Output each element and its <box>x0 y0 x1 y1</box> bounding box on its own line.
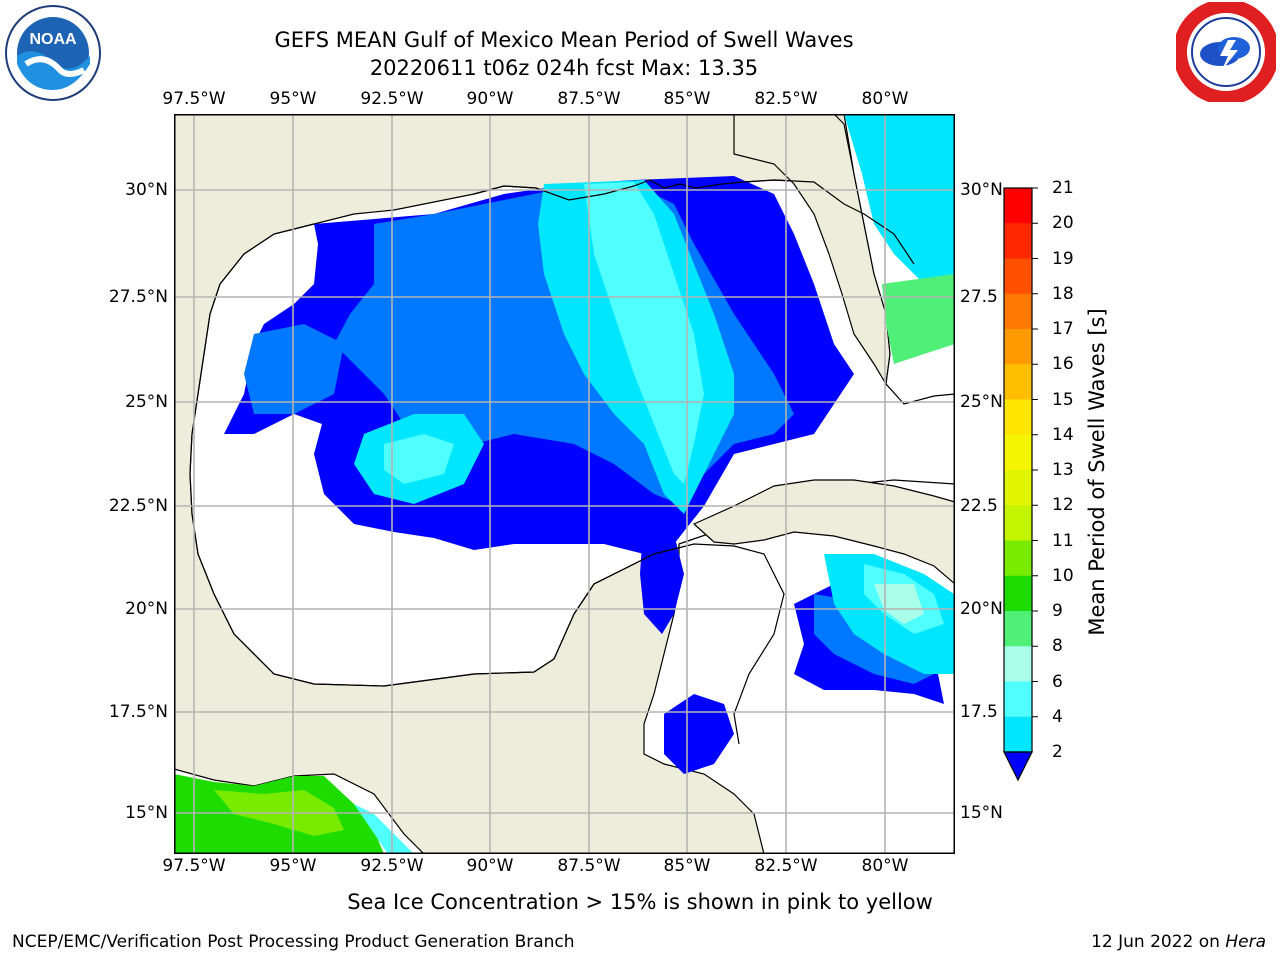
map-frame <box>174 114 955 854</box>
swell-field-8s-gulf-west <box>384 434 454 484</box>
sea-ice-note: Sea Ice Concentration > 15% is shown in … <box>0 890 1280 914</box>
colorbar-tick-label: 12 <box>1052 495 1074 516</box>
colorbar-frame <box>1003 187 1033 753</box>
lat-tick-label: 17.5 <box>960 702 998 722</box>
colorbar-tick-label: 16 <box>1052 354 1074 375</box>
lon-tick-label: 90°W <box>466 89 514 109</box>
lon-tick-label: 85°W <box>663 89 711 109</box>
lon-tick-label: 95°W <box>269 89 317 109</box>
noaa-logo: NOAA <box>4 4 102 102</box>
colorbar-tick-label: 9 <box>1052 601 1063 621</box>
colorbar-cell <box>1004 540 1032 577</box>
colorbar-cell <box>1004 258 1032 295</box>
lat-tick-label: 22.5°N <box>108 496 168 516</box>
colorbar-cell <box>1004 188 1032 224</box>
map-panel <box>174 114 955 854</box>
colorbar-cell <box>1004 470 1032 506</box>
lat-tick-label: 27.5°N <box>108 287 168 307</box>
colorbar-cell <box>1004 434 1032 471</box>
colorbar-cell <box>1004 329 1032 365</box>
lon-tick-label: 97.5°W <box>162 89 226 109</box>
lat-tick-label: 17.5°N <box>108 702 168 722</box>
colorbar-label: Mean Period of Swell Waves [s] <box>1085 308 1109 636</box>
nws-logo-graphic <box>1173 0 1279 105</box>
lon-tick-label: 80°W <box>861 856 909 876</box>
lat-tick-label: 20°N <box>960 599 1003 619</box>
lon-tick-label: 80°W <box>861 89 909 109</box>
colorbar-tick-label: 6 <box>1052 671 1063 692</box>
lat-tick-label: 27.5 <box>960 287 998 307</box>
lon-tick-label: 87.5°W <box>557 89 621 109</box>
chart-title: GEFS MEAN Gulf of Mexico Mean Period of … <box>274 28 854 52</box>
colorbar-tick-label: 8 <box>1052 636 1063 657</box>
colorbar-tick-label: 2 <box>1052 742 1063 762</box>
lon-tick-label: 97.5°W <box>162 856 226 876</box>
colorbar-cell <box>1004 223 1032 259</box>
colorbar-cell <box>1004 611 1032 647</box>
lat-tick-label: 30°N <box>960 180 1003 200</box>
lon-tick-label: 85°W <box>663 856 711 876</box>
colorbar-cell <box>1004 646 1032 682</box>
colorbar-tick-label: 21 <box>1052 178 1074 198</box>
lon-tick-label: 82.5°W <box>754 856 818 876</box>
lon-tick-label: 95°W <box>269 856 317 876</box>
colorbar-tick-label: 10 <box>1052 565 1074 586</box>
swell-field-8s <box>584 182 704 484</box>
colorbar-extend-triangle <box>1003 751 1033 782</box>
swell-field-8s-pacific <box>354 804 414 854</box>
lat-tick-label: 25°N <box>125 392 168 412</box>
swell-field-9s <box>874 584 924 624</box>
gridlines <box>174 114 955 854</box>
lat-tick-label: 30°N <box>125 180 168 200</box>
coastline-gulf <box>189 179 915 745</box>
nws-logo <box>1173 0 1279 105</box>
lat-tick-label: 20°N <box>125 599 168 619</box>
colorbar-tick-label: 20 <box>1052 213 1074 234</box>
lat-tick-label: 15°N <box>960 803 1003 823</box>
colorbar-cell <box>1004 716 1032 753</box>
colorbar-tick-label: 17 <box>1052 319 1074 339</box>
lon-tick-label: 92.5°W <box>360 89 424 109</box>
colorbar-tick-label: 4 <box>1052 706 1063 727</box>
lat-tick-label: 22.5 <box>960 496 998 516</box>
colorbar-tick-label: 18 <box>1052 283 1074 304</box>
noaa-logo-graphic: NOAA <box>5 5 101 101</box>
colorbar-cell <box>1004 575 1032 612</box>
lon-tick-label: 82.5°W <box>754 89 818 109</box>
colorbar-cell <box>1004 364 1032 400</box>
noaa-logo-text: NOAA <box>29 31 77 48</box>
chart-subtitle: 20220611 t06z 024h fcst Max: 13.35 <box>369 56 759 80</box>
colorbar-tick-label: 13 <box>1052 460 1074 480</box>
lat-tick-label: 15°N <box>125 803 168 823</box>
lat-tick-label: 25°N <box>960 392 1003 412</box>
lon-tick-label: 92.5°W <box>360 856 424 876</box>
swell-field-2s-south <box>640 514 684 634</box>
colorbar-tick-label: 14 <box>1052 424 1074 445</box>
colorbar-tick-label: 11 <box>1052 530 1074 551</box>
sea-ice-note-text: Sea Ice Concentration > 15% is shown in … <box>347 890 933 914</box>
colorbar-cell <box>1004 293 1032 330</box>
colorbar-tick-label: 19 <box>1052 248 1074 269</box>
run-date: 12 Jun 2022 on Hera <box>1091 932 1266 952</box>
colorbar-cell <box>1004 399 1032 436</box>
credit-text: NCEP/EMC/Verification Post Processing Pr… <box>12 932 575 952</box>
swell-field-4s-west <box>244 324 344 414</box>
colorbar-cell <box>1004 681 1032 718</box>
run-date-text: 12 Jun 2022 on <box>1091 932 1226 952</box>
swell-field-2s-honduras <box>664 694 734 774</box>
colorbar <box>1003 187 1038 782</box>
colorbar-tick-label: 15 <box>1052 389 1074 410</box>
lon-tick-label: 87.5°W <box>557 856 621 876</box>
run-host: Hera <box>1225 932 1266 952</box>
lon-tick-label: 90°W <box>466 856 514 876</box>
colorbar-cell <box>1004 505 1032 541</box>
swell-field-6s-atlantic <box>844 114 955 284</box>
